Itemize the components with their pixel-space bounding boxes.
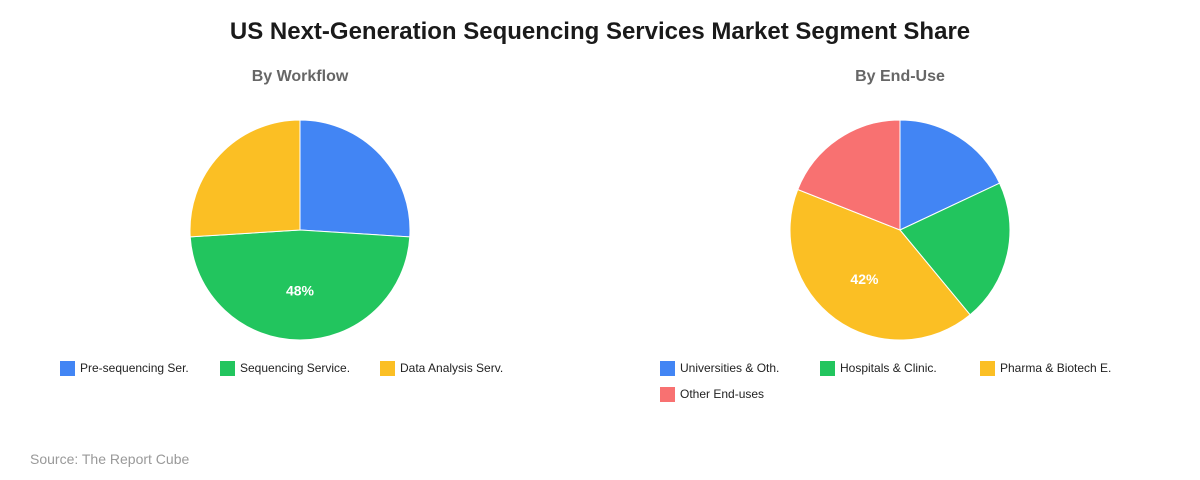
workflow-pie: 48% bbox=[189, 119, 411, 341]
legend-label: Pharma & Biotech E. bbox=[1000, 361, 1112, 375]
workflow-legend: Pre-sequencing Ser. Sequencing Service. Da… bbox=[60, 360, 580, 376]
legend-item-2[interactable]: Pharma & Biotech E. bbox=[980, 360, 1140, 376]
legend-label: Universities & Oth. bbox=[680, 361, 780, 375]
workflow-chart: By Workflow 48% Pre-sequencing Ser. Seque… bbox=[0, 66, 600, 426]
pie-data-label-2: 42% bbox=[850, 271, 879, 287]
pie-slice-1 bbox=[899, 182, 1011, 316]
legend-swatch bbox=[380, 360, 395, 376]
end-use-chart: By End-Use 42% Universities & Oth. Hospit… bbox=[600, 66, 1200, 426]
legend-swatch bbox=[820, 360, 835, 376]
pie-slice-3 bbox=[797, 119, 901, 231]
end-use-legend: Universities & Oth. Hospitals & Clinic. Ph… bbox=[660, 360, 1180, 402]
legend-item-1[interactable]: Sequencing Service. bbox=[220, 360, 380, 376]
workflow-chart-subtitle: By Workflow bbox=[251, 68, 349, 85]
pie-slice-2 bbox=[789, 188, 971, 341]
pie-slice-1 bbox=[189, 229, 411, 341]
source-note: Source: The Report Cube bbox=[30, 451, 190, 467]
legend-swatch bbox=[660, 386, 675, 402]
legend-swatch bbox=[660, 360, 675, 376]
end-use-chart-subtitle: By End-Use bbox=[855, 68, 945, 85]
legend-swatch bbox=[60, 360, 75, 376]
end-use-pie: 42% bbox=[789, 119, 1011, 341]
legend-item-3[interactable]: Other End-uses bbox=[660, 386, 820, 402]
pie-slice-0 bbox=[899, 119, 1001, 231]
legend-item-2[interactable]: Data Analysis Serv. bbox=[380, 360, 540, 376]
legend-label: Hospitals & Clinic. bbox=[840, 361, 937, 375]
legend-swatch bbox=[220, 360, 235, 376]
legend-label: Other End-uses bbox=[680, 387, 765, 401]
legend-label: Data Analysis Serv. bbox=[400, 361, 504, 375]
legend-item-1[interactable]: Hospitals & Clinic. bbox=[820, 360, 980, 376]
legend-label: Pre-sequencing Ser. bbox=[80, 361, 189, 375]
legend-item-0[interactable]: Pre-sequencing Ser. bbox=[60, 360, 220, 376]
legend-item-0[interactable]: Universities & Oth. bbox=[660, 360, 820, 376]
pie-data-label-1: 48% bbox=[286, 283, 315, 299]
chart-title: US Next-Generation Sequencing Services M… bbox=[229, 18, 971, 45]
legend-swatch bbox=[980, 360, 995, 376]
legend-label: Sequencing Service. bbox=[240, 361, 351, 375]
pie-slice-2 bbox=[189, 119, 301, 238]
pie-slice-0 bbox=[299, 119, 411, 238]
